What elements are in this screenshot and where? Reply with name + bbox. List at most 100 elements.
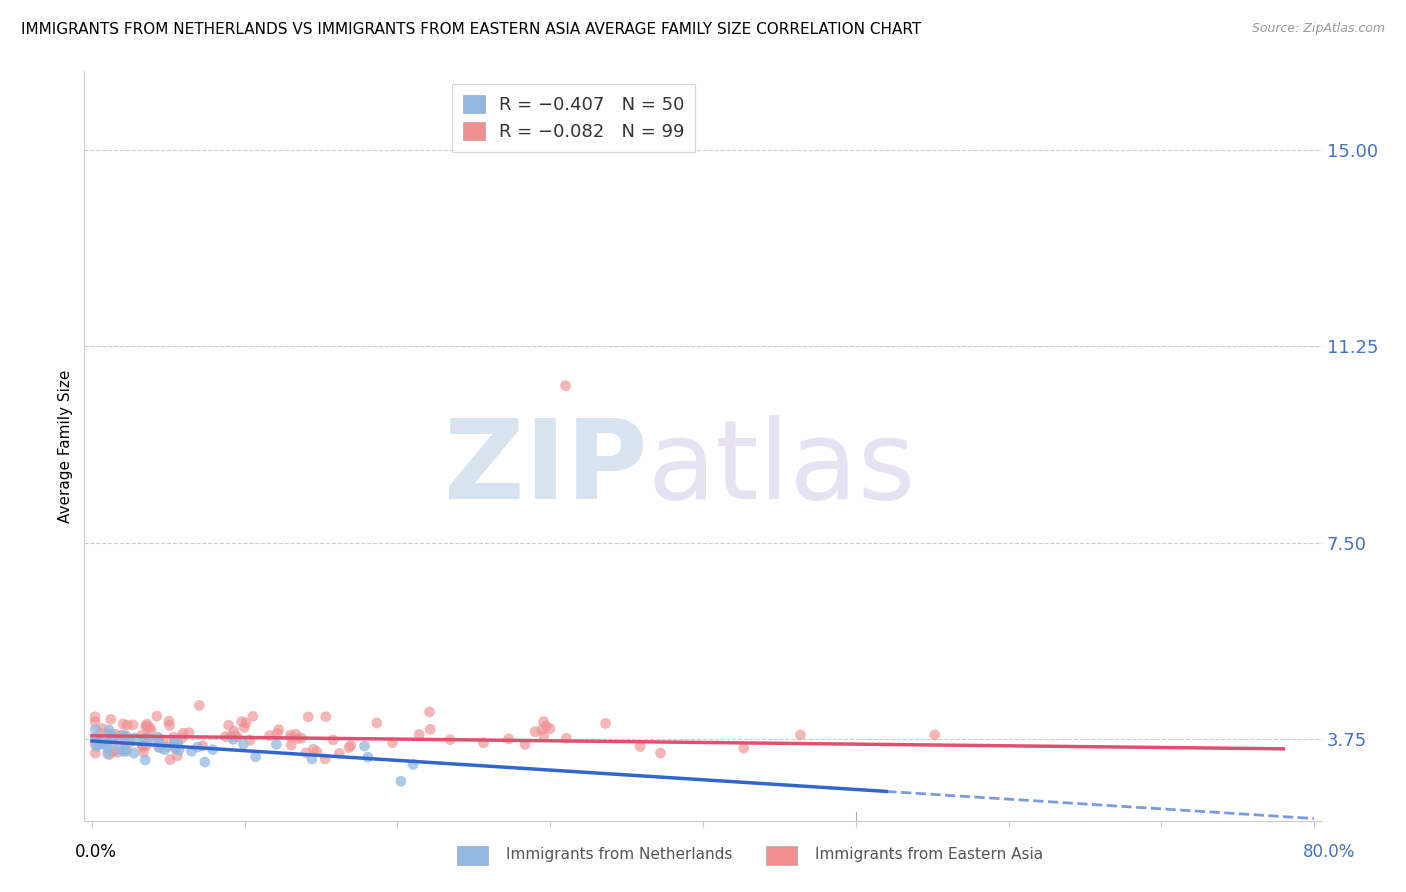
Point: [100, 712, 122, 726]
Point: [104, 727, 127, 741]
Point: [381, 736, 404, 750]
Point: [353, 739, 375, 753]
Point: [134, 753, 156, 767]
Text: 0.0%: 0.0%: [75, 843, 117, 861]
Point: [533, 729, 555, 743]
Point: [266, 738, 288, 752]
Point: [112, 728, 135, 742]
Point: [84, 710, 107, 724]
Point: [285, 727, 308, 741]
Point: [222, 732, 245, 747]
Point: [524, 724, 547, 739]
Point: [194, 755, 217, 769]
Point: [280, 731, 302, 745]
Point: [389, 774, 412, 789]
Point: [172, 726, 194, 740]
Point: [136, 717, 159, 731]
Point: [132, 745, 155, 759]
Point: [418, 705, 440, 719]
Point: [245, 749, 267, 764]
Point: [472, 736, 495, 750]
Point: [232, 737, 254, 751]
Point: [402, 757, 425, 772]
Text: Source: ZipAtlas.com: Source: ZipAtlas.com: [1251, 22, 1385, 36]
Point: [136, 720, 159, 734]
Point: [170, 731, 193, 746]
Point: [105, 745, 128, 759]
Point: [322, 733, 344, 747]
Point: [143, 735, 166, 749]
Point: [555, 731, 578, 746]
Point: [89, 726, 111, 740]
Point: [305, 744, 328, 758]
Point: [231, 714, 253, 729]
Point: [114, 735, 136, 749]
Point: [122, 746, 145, 760]
Point: [94, 736, 117, 750]
Point: [89, 735, 111, 749]
Point: [84, 731, 107, 746]
Point: [219, 729, 242, 743]
Point: [498, 731, 520, 746]
Point: [149, 740, 172, 755]
Y-axis label: Average Family Size: Average Family Size: [58, 369, 73, 523]
Point: [98, 747, 121, 762]
Point: [163, 735, 186, 749]
Point: [156, 739, 179, 754]
Point: [163, 736, 186, 750]
Point: [357, 750, 380, 764]
Point: [259, 729, 281, 743]
Point: [191, 739, 214, 753]
Point: [302, 742, 325, 756]
Point: [136, 731, 159, 746]
Point: [301, 752, 323, 766]
Point: [131, 740, 153, 755]
Point: [924, 728, 946, 742]
Point: [132, 739, 155, 754]
Point: [104, 732, 127, 747]
Point: [87, 734, 110, 748]
Point: [163, 739, 186, 754]
Legend: R = −0.407   N = 50, R = −0.082   N = 99: R = −0.407 N = 50, R = −0.082 N = 99: [453, 84, 696, 152]
Point: [201, 742, 224, 756]
Point: [166, 748, 188, 763]
Point: [166, 737, 188, 751]
Point: [152, 733, 174, 747]
Point: [159, 718, 181, 732]
Point: [339, 739, 361, 753]
Point: [297, 710, 319, 724]
Point: [148, 736, 170, 750]
Point: [536, 719, 558, 733]
Point: [146, 709, 169, 723]
Point: [84, 714, 107, 729]
Point: [226, 730, 249, 744]
Text: 80.0%: 80.0%: [1302, 843, 1355, 861]
Point: [135, 719, 157, 733]
Point: [96, 747, 118, 761]
Point: [90, 737, 112, 751]
Point: [233, 720, 256, 734]
Point: [86, 739, 108, 754]
Point: [114, 742, 136, 756]
Point: [530, 723, 553, 737]
Point: [98, 723, 121, 737]
Point: [115, 744, 138, 758]
Point: [100, 728, 122, 742]
Point: [103, 744, 125, 758]
Point: [267, 723, 290, 737]
Point: [112, 745, 135, 759]
Point: [733, 741, 755, 756]
Point: [110, 728, 132, 742]
Point: [280, 728, 302, 742]
Point: [115, 729, 138, 743]
Point: [146, 731, 169, 745]
Point: [214, 730, 236, 744]
Point: [224, 728, 246, 742]
Point: [187, 739, 209, 754]
Text: Immigrants from Netherlands: Immigrants from Netherlands: [506, 847, 733, 862]
Point: [138, 721, 160, 735]
Point: [153, 743, 176, 757]
Point: [165, 737, 187, 751]
Point: [177, 725, 200, 739]
Point: [538, 722, 561, 736]
